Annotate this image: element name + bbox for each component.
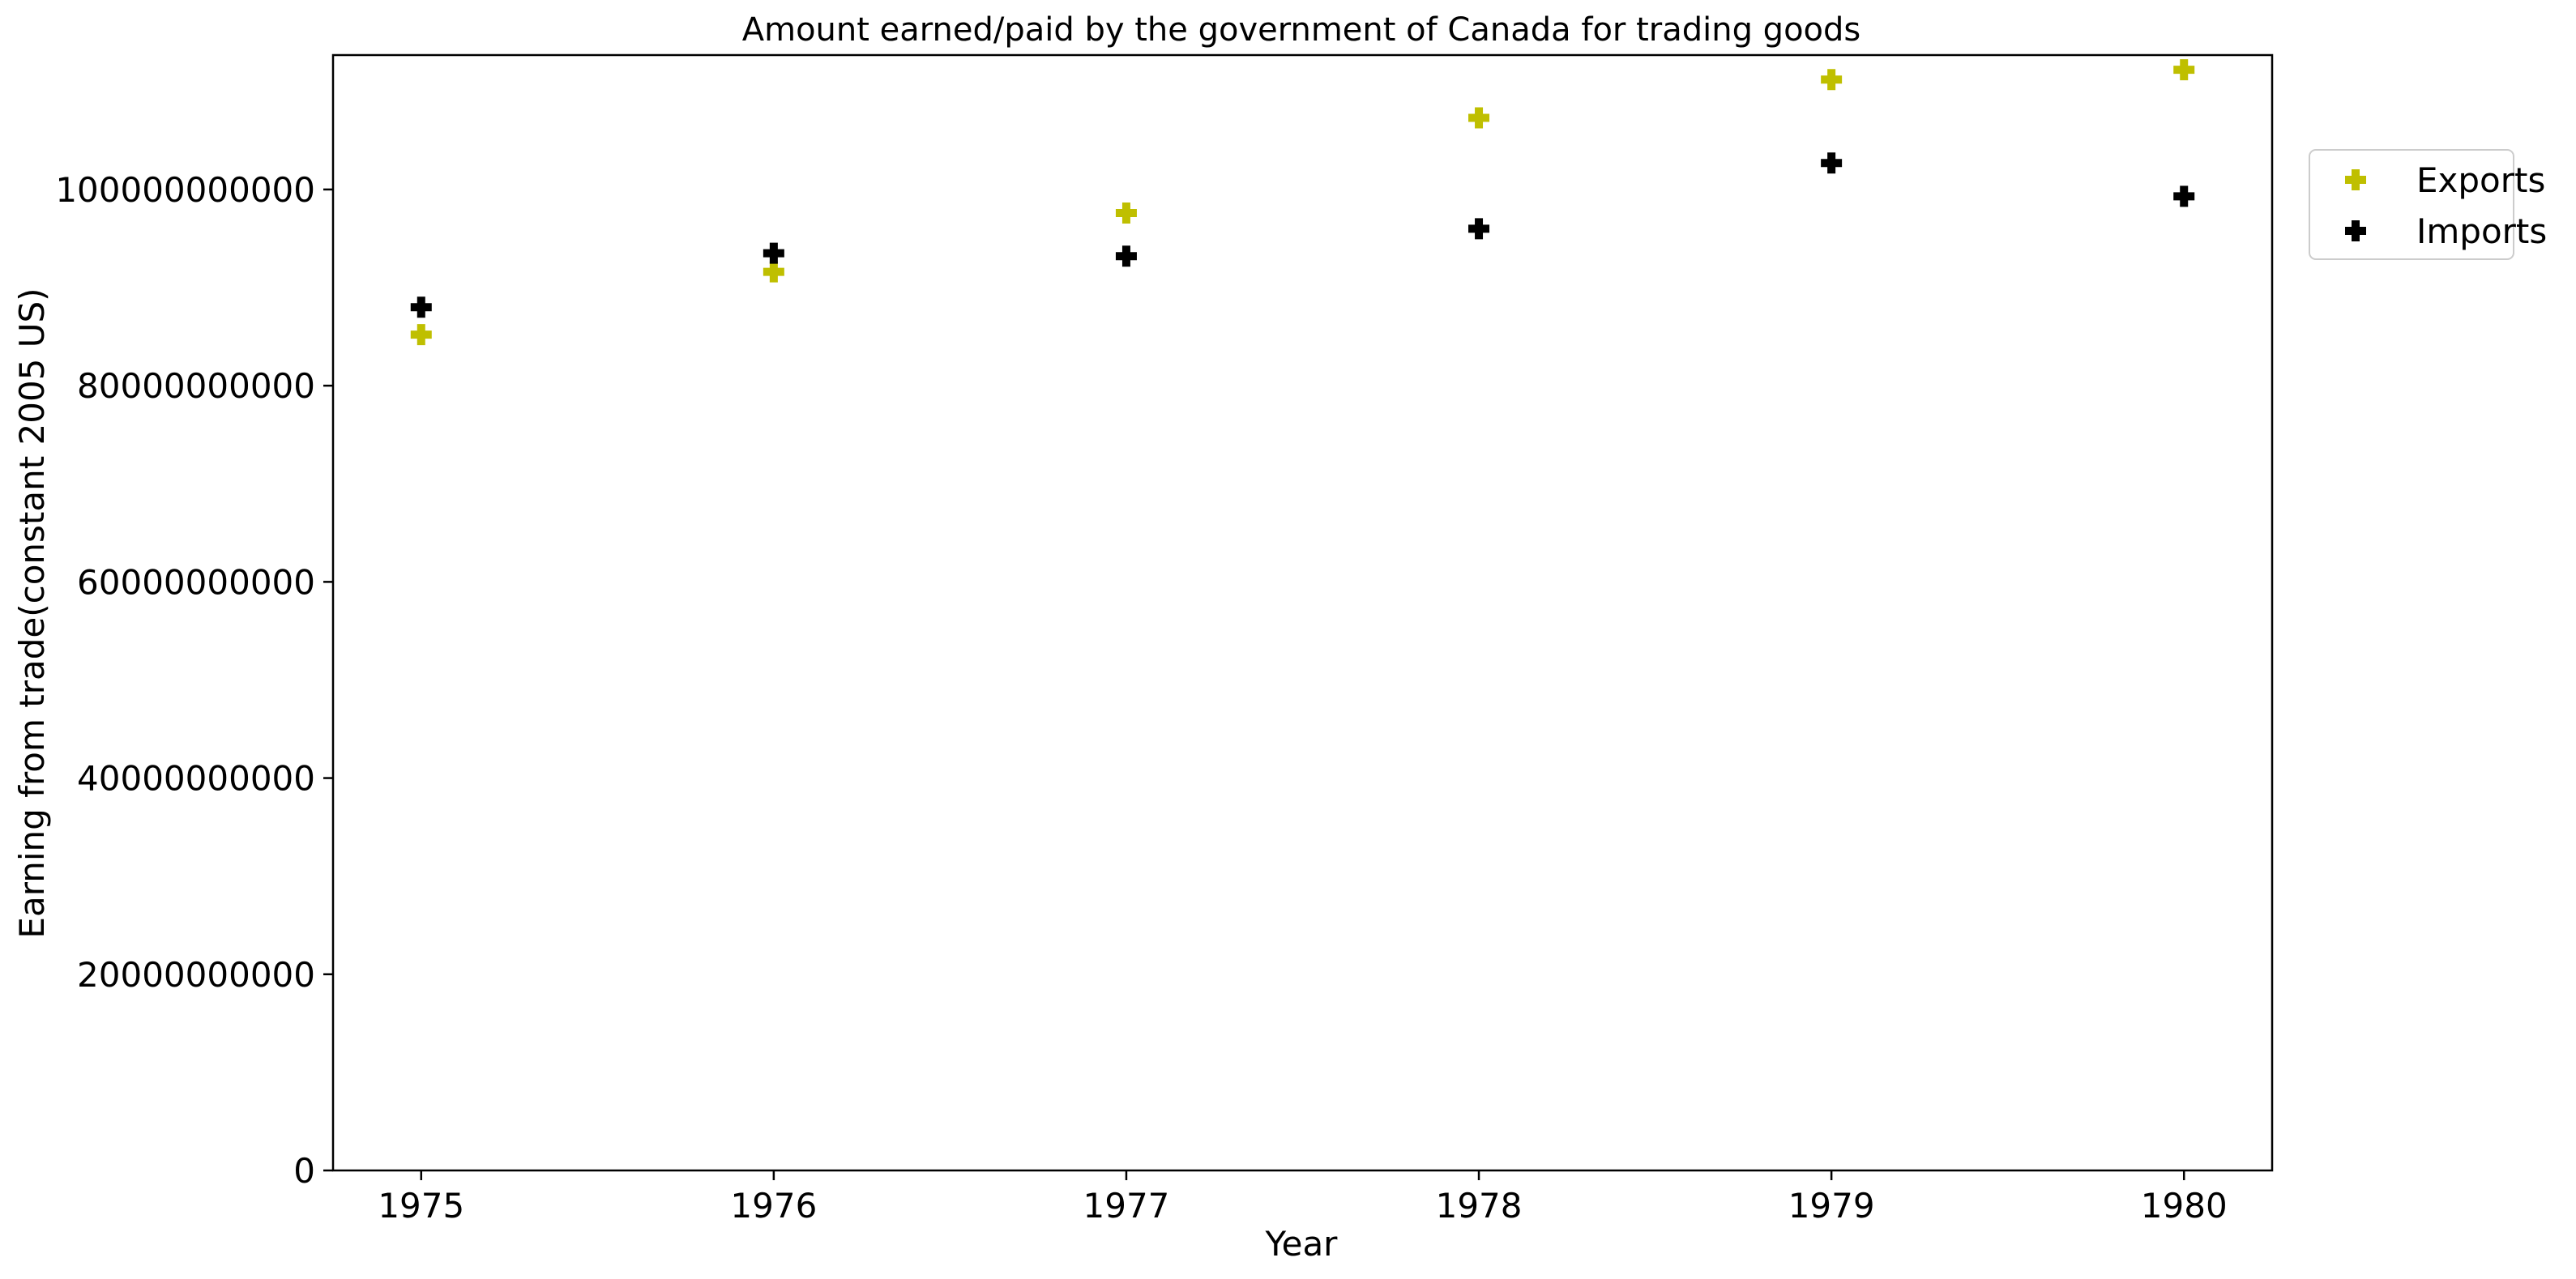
legend-marker-exports (2345, 169, 2366, 190)
x-axis-label: Year (1265, 1224, 1339, 1264)
y-tick-label: 0 (293, 1151, 315, 1191)
data-point-imports (1821, 152, 1843, 174)
legend: Exports Imports (2309, 149, 2547, 260)
x-tick-label: 1977 (1083, 1186, 1170, 1226)
plot-area (331, 53, 2274, 1172)
series-imports (410, 152, 2195, 318)
data-point-exports (1115, 202, 1137, 224)
y-tick-label: 100000000000 (55, 170, 315, 210)
x-tick-label: 1979 (1788, 1186, 1875, 1226)
data-point-imports (410, 296, 432, 318)
y-tick-label: 60000000000 (77, 562, 315, 602)
y-tick-label: 80000000000 (77, 366, 315, 406)
data-point-imports (1115, 245, 1137, 267)
data-point-imports (2173, 185, 2195, 207)
y-tick-label: 40000000000 (77, 759, 315, 799)
x-tick-label: 1978 (1436, 1186, 1523, 1226)
chart-title: Amount earned/paid by the government of … (742, 11, 1861, 49)
data-point-exports (410, 324, 432, 346)
legend-label-exports: Exports (2416, 160, 2545, 200)
data-point-exports (1468, 107, 1490, 129)
y-axis: 0 20000000000 40000000000 60000000000 800000… (55, 170, 333, 1191)
series-exports (410, 59, 2195, 346)
x-tick-label: 1980 (2141, 1186, 2228, 1226)
y-axis-label: Earning from trade(constant 2005 US) (12, 288, 52, 938)
x-tick-label: 1976 (730, 1186, 817, 1226)
data-point-imports (763, 242, 784, 264)
data-point-exports (1821, 69, 1843, 91)
y-tick-label: 20000000000 (77, 955, 315, 995)
data-point-imports (1468, 218, 1490, 240)
data-point-exports (763, 261, 784, 283)
data-point-exports (2173, 59, 2195, 81)
x-tick-label: 1975 (378, 1186, 464, 1226)
legend-marker-imports (2345, 220, 2366, 241)
x-axis: 1975 1976 1977 1978 1979 1980 (378, 1170, 2228, 1226)
legend-label-imports: Imports (2416, 211, 2547, 251)
data-markers (410, 59, 2195, 346)
